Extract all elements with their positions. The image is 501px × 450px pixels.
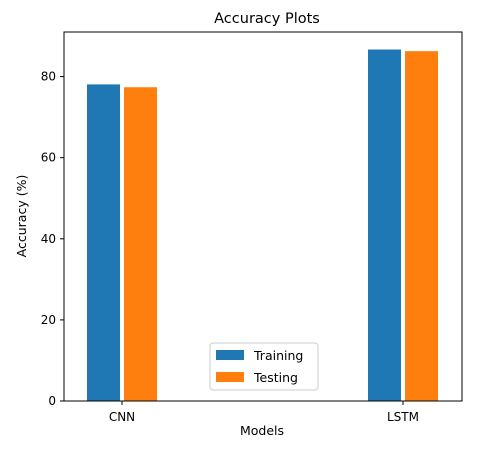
bar-training-cnn: [86, 83, 121, 402]
bar-training-lstm: [367, 48, 402, 402]
bar-testing-cnn: [123, 86, 158, 402]
y-tick-label: 60: [41, 151, 56, 165]
y-axis-label: Accuracy (%): [14, 175, 29, 258]
legend-label-training: Training: [253, 348, 303, 363]
y-tick-label: 0: [48, 394, 56, 408]
legend-label-testing: Testing: [253, 370, 298, 385]
legend: Training Testing: [209, 342, 319, 391]
x-axis-label: Models: [240, 423, 284, 438]
x-tick-label: CNN: [109, 410, 135, 424]
y-tick-label: 40: [41, 232, 56, 246]
plot-frame: [63, 31, 463, 402]
y-tick-label: 20: [41, 313, 56, 327]
chart-title: Accuracy Plots: [214, 11, 320, 27]
legend-swatch-testing: [216, 372, 244, 382]
bar-testing-lstm: [404, 50, 439, 402]
y-tick-label: 80: [41, 70, 56, 84]
legend-swatch-training: [216, 350, 244, 360]
x-tick-label: LSTM: [387, 410, 419, 424]
